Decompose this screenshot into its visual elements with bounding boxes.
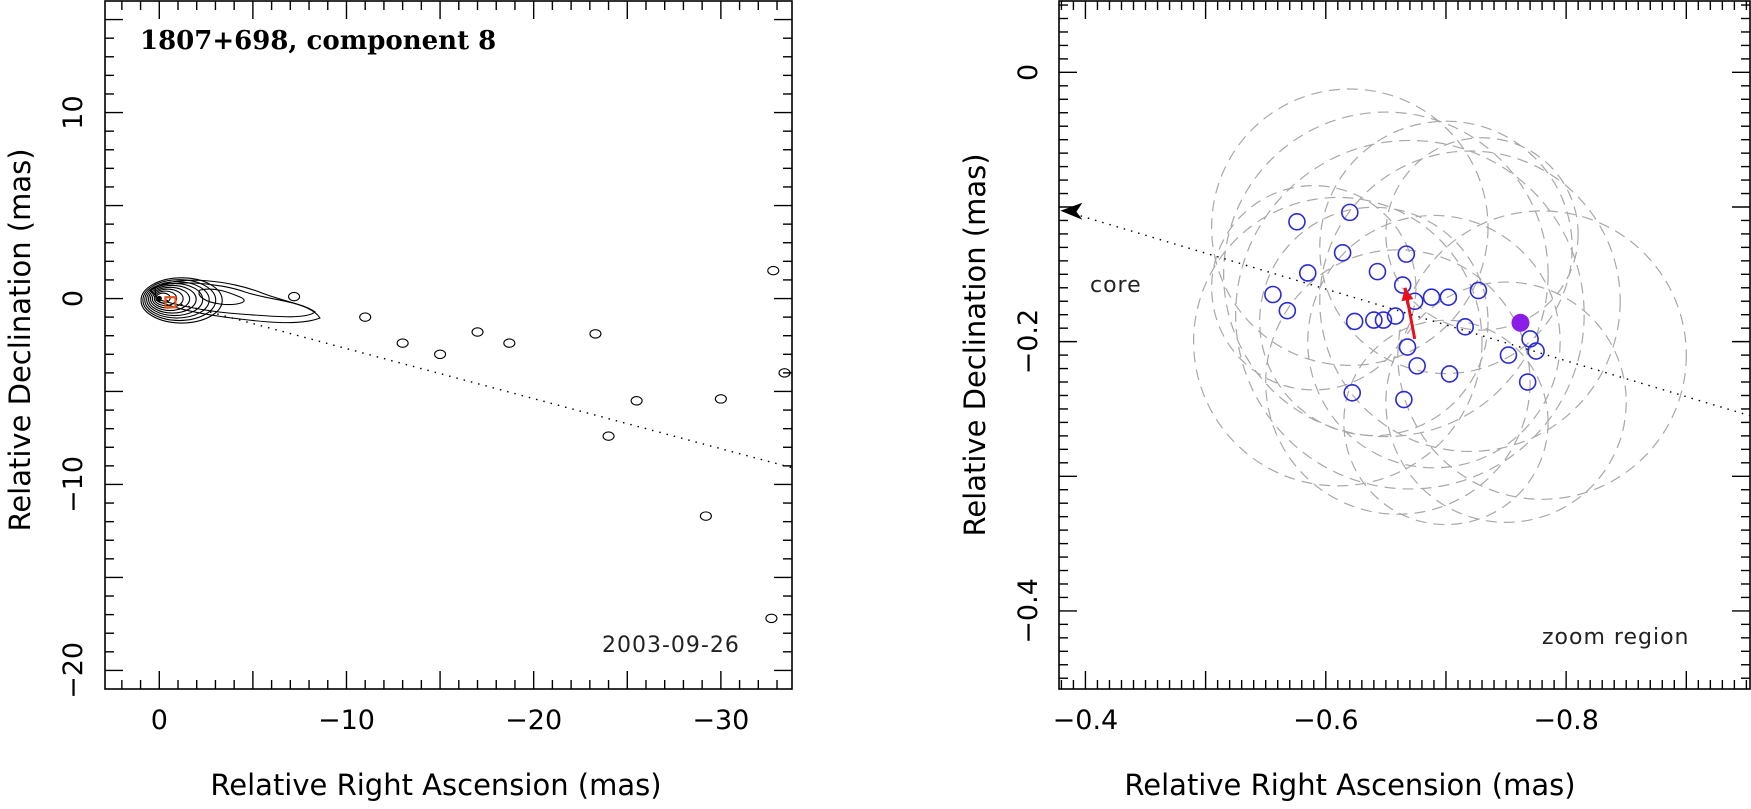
uncertainty-ellipse	[1385, 281, 1627, 523]
uncertainty-ellipse	[1343, 319, 1549, 526]
component-position	[1365, 311, 1383, 329]
right-axes-frame	[1058, 0, 1751, 690]
component-position	[1422, 288, 1441, 307]
left-plot-title: 1807+698, component 8	[140, 26, 496, 56]
component-position	[1398, 338, 1417, 356]
component-position	[1499, 346, 1518, 364]
contour-map	[140, 265, 791, 624]
core-contour	[142, 279, 217, 322]
right-y-tick-label: 0	[1013, 64, 1044, 81]
uncertainty-ellipse	[1192, 196, 1483, 487]
left-axis-ticks	[105, 1, 792, 689]
core-label: core	[1090, 273, 1142, 298]
component-position	[1440, 365, 1459, 383]
contour-island	[396, 338, 409, 348]
component-position	[1298, 264, 1317, 282]
core-contour	[148, 284, 197, 314]
component-position	[1469, 281, 1488, 300]
component-position	[1395, 390, 1413, 409]
highlighted-component	[1511, 313, 1530, 332]
component-position	[1408, 357, 1426, 375]
component-position	[1518, 373, 1537, 391]
left-x-tick-label: −30	[692, 705, 749, 736]
component-position	[1345, 312, 1364, 331]
core-contour	[149, 286, 191, 312]
left-x-tick-label: −20	[505, 705, 562, 736]
uncertainty-ellipse	[1385, 137, 1579, 331]
component-position	[1386, 307, 1405, 325]
zoom-region-label: zoom region	[1542, 625, 1689, 650]
component-position	[1341, 203, 1359, 222]
contour-island	[503, 338, 516, 348]
component-position	[1333, 243, 1352, 262]
contour-island	[359, 312, 372, 322]
contour-island	[471, 327, 484, 337]
right-y-tick-label: −0.2	[1013, 309, 1044, 375]
left-y-tick-label: 10	[58, 95, 89, 129]
component-position	[1368, 262, 1387, 281]
left-jet-direction-line	[159, 297, 793, 469]
right-x-tick-label: −0.4	[1053, 705, 1119, 736]
component-position	[1397, 245, 1416, 263]
right-y-tick-label: −0.4	[1013, 578, 1044, 644]
contour-island	[589, 329, 602, 339]
uncertainty-ellipse	[1223, 111, 1549, 438]
contour-island	[699, 511, 712, 521]
left-x-tick-label: −10	[318, 705, 375, 736]
component-position	[1278, 301, 1297, 320]
right-y-axis-label: Relative Declination (mas)	[958, 153, 992, 536]
contour-island	[630, 396, 643, 406]
jet-contour	[198, 288, 245, 306]
right-panel: −0.4 −0.6 −0.8 0 −0.2 −0.4 core zoom region R…	[958, 0, 1751, 802]
jet-contour	[154, 279, 321, 324]
right-x-tick-label: −0.6	[1293, 705, 1359, 736]
left-y-tick-label: 0	[58, 290, 89, 307]
contour-island	[434, 349, 447, 360]
uncertainty-ellipse	[1211, 185, 1417, 391]
contour-island	[602, 431, 615, 441]
left-epoch-label: 2003-09-26	[602, 633, 740, 658]
contour-island	[767, 265, 780, 276]
uncertainty-ellipse	[1307, 214, 1561, 469]
left-y-tick-label: −20	[58, 642, 89, 699]
component-position	[1264, 285, 1282, 304]
contour-island	[765, 613, 778, 624]
component-position	[1527, 342, 1545, 360]
velocity-arrow-head	[1401, 287, 1414, 302]
component-position	[1456, 318, 1474, 336]
component-position	[1439, 288, 1458, 307]
component-position	[1288, 213, 1306, 231]
right-x-tick-label: −0.8	[1533, 705, 1599, 736]
component-position	[1343, 383, 1362, 402]
left-y-tick-label: −10	[58, 456, 89, 513]
left-x-axis-label: Relative Right Ascension (mas)	[210, 768, 661, 802]
component-position	[1393, 276, 1412, 294]
left-axes-frame	[104, 0, 793, 690]
left-x-tick-label: 0	[151, 705, 168, 736]
uncertainty-ellipses	[1192, 88, 1687, 526]
component-positions	[1264, 203, 1545, 409]
component-position	[1374, 311, 1393, 329]
uncertainty-ellipse	[1397, 210, 1687, 500]
component-marker	[164, 296, 177, 309]
core-contour	[140, 277, 223, 324]
left-y-axis-label: Relative Declination (mas)	[3, 148, 37, 531]
uncertainty-ellipse	[1265, 249, 1531, 515]
component-position	[1521, 330, 1539, 348]
uncertainty-ellipse	[1319, 120, 1573, 375]
uncertainty-ellipse	[1319, 150, 1621, 453]
right-x-axis-label: Relative Right Ascension (mas)	[1124, 768, 1575, 802]
uncertainty-ellipse	[1259, 206, 1489, 437]
core-peak	[156, 295, 162, 302]
left-panel: 0 −10 −20 −30 10 0 −10 −20 1807+698, component …	[3, 0, 793, 802]
velocity-arrow	[1401, 287, 1417, 340]
right-axis-ticks	[1059, 1, 1750, 689]
right-jet-direction-line	[1073, 213, 1751, 417]
contour-island	[288, 291, 301, 302]
contour-island	[714, 394, 727, 404]
uncertainty-ellipse	[1235, 139, 1585, 490]
core-direction-arrowhead	[1060, 202, 1083, 220]
